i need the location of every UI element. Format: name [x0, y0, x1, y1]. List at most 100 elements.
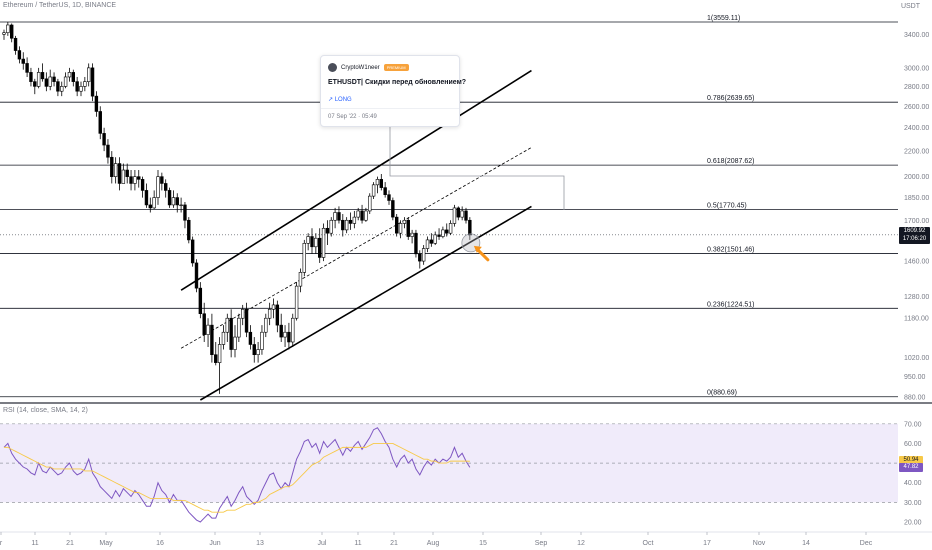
candle-body	[410, 232, 414, 237]
time-tick-label: r	[0, 540, 3, 547]
candle-body	[217, 344, 222, 363]
price-tick-label: 1460.00	[904, 259, 929, 266]
candle-body	[144, 190, 149, 206]
rsi-title: RSI (14, close, SMA, 14, 2)	[3, 407, 88, 414]
candle-body	[98, 111, 102, 134]
candle-body	[333, 212, 337, 221]
candle-body	[371, 184, 376, 197]
candle-body	[237, 317, 241, 338]
candle-body	[148, 204, 152, 209]
fib-level-label: 0.382(1501.46)	[707, 247, 754, 254]
time-tick-label: 11	[354, 540, 361, 547]
price-tick-label: 950.00	[904, 374, 926, 381]
candle-body	[394, 216, 399, 234]
fib-level-label: 0(880.69)	[707, 390, 737, 397]
candle-body	[29, 72, 33, 82]
bar-countdown: 17:06:20	[902, 235, 927, 242]
rsi-sma-line	[4, 443, 470, 513]
candle-body	[344, 219, 349, 231]
candle-body	[160, 176, 164, 184]
idea-card[interactable]: CryptoW1neer PREMIUM ETHUSDT| Скидки пер…	[320, 55, 466, 127]
candle-body	[102, 133, 106, 146]
candle-body	[137, 176, 141, 180]
time-tick-label: Sep	[535, 540, 548, 547]
candle-body	[271, 304, 276, 310]
currency-unit: USDT	[900, 3, 920, 10]
candle-body	[60, 86, 64, 92]
rsi-tick-label: 70.00	[904, 421, 922, 428]
rsi-tick-label: 60.00	[904, 441, 922, 448]
annotation-arrow	[475, 247, 490, 262]
candle-body	[241, 308, 245, 319]
candle-body	[190, 239, 195, 264]
candle-body	[406, 219, 410, 237]
time-tick-label: Jun	[209, 540, 220, 547]
price-tick-label: 1700.00	[904, 218, 929, 225]
candle-body	[13, 37, 18, 51]
candle-body	[321, 227, 326, 258]
candle-body	[17, 50, 22, 60]
price-tick-label: 2000.00	[904, 174, 929, 181]
candle-body	[441, 229, 445, 237]
time-tick-label: 21	[390, 540, 398, 547]
candle-body	[375, 179, 380, 186]
candle-body	[67, 72, 72, 78]
rsi-value-tag: 47.82	[899, 463, 923, 473]
price-tick-label: 2800.00	[904, 84, 929, 91]
price-tick-label: 1850.00	[904, 195, 929, 202]
time-tick-label: Nov	[753, 540, 766, 547]
candle-body	[398, 223, 403, 234]
candle-body	[294, 285, 299, 319]
candle-body	[256, 349, 260, 356]
idea-connector	[389, 125, 565, 210]
candle-body	[187, 219, 191, 241]
fib-level-label: 0.5(1770.45)	[707, 202, 747, 209]
candle-body	[10, 24, 14, 39]
idea-direction: ↗ LONG	[328, 96, 352, 103]
candle-body	[329, 219, 333, 234]
price-tick-label: 1180.00	[904, 316, 929, 323]
candle-body	[117, 163, 122, 184]
candle-body	[164, 183, 168, 191]
candle-body	[83, 81, 87, 87]
time-tick-label: 12	[577, 540, 585, 547]
candle-body	[52, 76, 56, 82]
idea-author[interactable]: CryptoW1neer	[341, 64, 380, 71]
candle-body	[225, 317, 229, 333]
candle-body	[44, 78, 49, 87]
candle-body	[456, 207, 460, 218]
candle-body	[171, 197, 176, 206]
candle-body	[94, 95, 99, 112]
candle-body	[314, 237, 318, 248]
candle-body	[36, 72, 41, 87]
candle-body	[460, 210, 464, 218]
candle-body	[221, 331, 226, 345]
candle-body	[198, 287, 203, 315]
price-tick-label: 1280.00	[904, 294, 929, 301]
rsi-tick-label: 40.00	[904, 480, 922, 487]
candle-body	[356, 210, 360, 218]
candle-body	[33, 81, 37, 87]
candle-body	[179, 204, 183, 207]
candle-body	[106, 144, 110, 158]
candle-body	[233, 336, 237, 350]
author-avatar	[328, 63, 337, 72]
candle-body	[418, 253, 422, 262]
rsi-pane	[0, 423, 898, 523]
candle-body	[317, 237, 322, 258]
candle-body	[71, 72, 76, 82]
idea-title[interactable]: ETHUSDT| Скидки перед обновлением?	[328, 79, 467, 86]
candle-body	[167, 190, 172, 206]
candle-body	[348, 219, 353, 224]
last-price-tag: 1609.92 17:06:20	[899, 226, 930, 244]
channel-upper-line	[180, 69, 532, 291]
time-tick-label: 16	[156, 540, 164, 547]
time-tick-label: 21	[66, 540, 74, 547]
candle-body	[302, 243, 306, 273]
time-tick-label: May	[99, 540, 113, 547]
last-price-value: 1609.92	[903, 227, 926, 234]
candle-body	[468, 219, 472, 236]
candle-body	[464, 210, 468, 221]
candle-body	[437, 234, 441, 237]
